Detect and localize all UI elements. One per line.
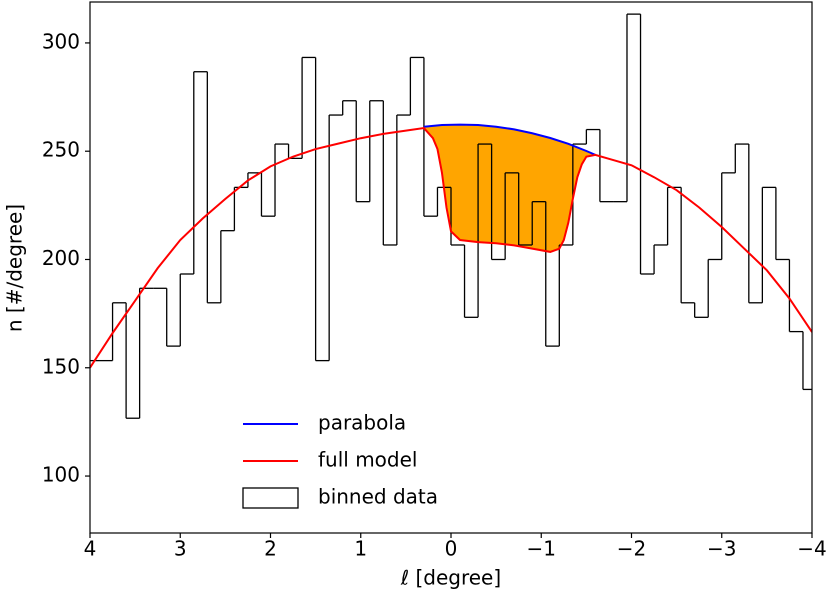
y-tick-label: 300	[42, 29, 80, 53]
x-tick-label: −3	[707, 537, 736, 561]
x-tick-label: −2	[617, 537, 646, 561]
legend-label: full model	[318, 448, 417, 472]
x-tick-label: 2	[264, 537, 277, 561]
x-tick-label: −1	[527, 537, 556, 561]
fill-between	[423, 124, 596, 252]
line-series	[423, 123, 596, 156]
x-tick-label: 3	[174, 537, 187, 561]
x-tick-label: 4	[84, 537, 97, 561]
axes-frame	[89, 1, 813, 534]
y-tick-label: 200	[42, 246, 80, 270]
plot-area	[90, 13, 812, 419]
legend-swatch	[242, 487, 299, 509]
x-axis-label: ℓ [degree]	[400, 566, 501, 590]
x-tick-label: 1	[354, 537, 367, 561]
y-tick-label: 250	[42, 138, 80, 162]
y-tick-label: 150	[42, 354, 80, 378]
x-tick-label: 0	[445, 537, 458, 561]
y-axis-label: n [#/degree]	[3, 204, 27, 332]
legend-label: binned data	[318, 485, 438, 509]
axes: 4 3 2 1 0 −1 −2 −3 −4 100 150 200 250 300	[42, 29, 827, 560]
legend: parabola full model binned data	[242, 411, 438, 509]
line-series	[90, 126, 812, 369]
x-tick-label: −4	[797, 537, 826, 561]
y-tick-label: 100	[42, 463, 80, 487]
legend-label: parabola	[318, 411, 406, 435]
